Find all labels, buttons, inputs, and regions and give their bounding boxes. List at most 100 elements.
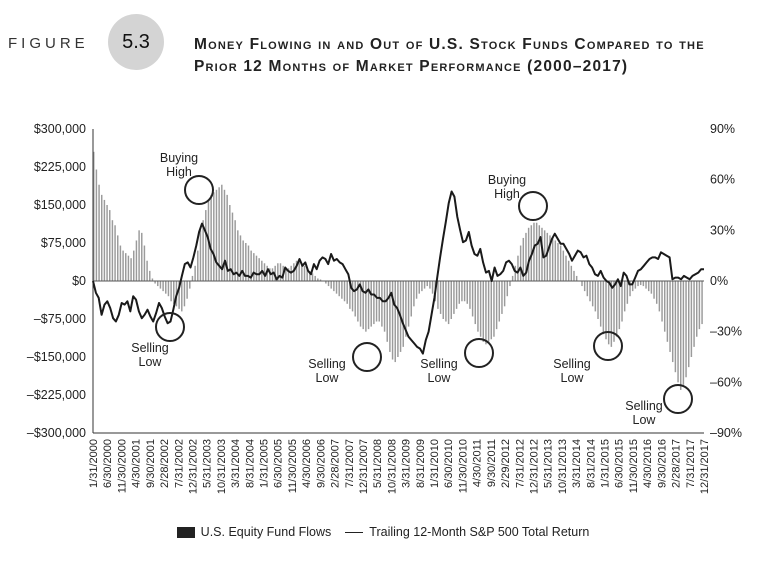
x-tick-label: 2/28/2002 xyxy=(159,439,171,488)
y-left-tick-label: $75,000 xyxy=(41,236,86,250)
chart: $300,000 $225,000 $150,000 $75,000 $0 –$75,00… xyxy=(27,122,742,494)
flow-bar xyxy=(343,281,346,302)
annotation-label: High xyxy=(166,165,192,179)
flow-bar xyxy=(639,281,642,286)
flow-bar xyxy=(357,281,359,322)
flow-bar xyxy=(341,281,343,299)
x-tick-label: 8/31/2004 xyxy=(244,439,256,488)
flow-bar xyxy=(221,184,223,281)
x-tick-label: 5/31/2003 xyxy=(202,439,214,488)
flow-bar xyxy=(239,235,242,281)
x-tick-label: 2/28/2007 xyxy=(330,439,342,488)
flow-bar xyxy=(234,220,236,281)
x-tick-label: 7/31/2012 xyxy=(514,439,526,488)
flow-bar xyxy=(493,281,495,337)
flow-bar xyxy=(247,245,250,281)
flow-bar xyxy=(154,281,156,284)
flow-bar xyxy=(445,281,447,322)
annotation-circle xyxy=(464,338,494,368)
flow-bar xyxy=(189,281,191,289)
flow-bar xyxy=(365,281,367,332)
y-left-tick-label: $150,000 xyxy=(34,198,86,212)
annotation-label: Selling xyxy=(131,341,169,355)
figure-label: FIGURE xyxy=(8,35,89,52)
annotation-label: Low xyxy=(139,355,163,369)
flow-bar xyxy=(685,281,687,378)
x-tick-label: 4/30/2011 xyxy=(472,439,484,487)
flow-bar xyxy=(229,205,231,281)
flow-bar xyxy=(301,263,303,281)
flow-bar xyxy=(197,250,199,281)
flow-bar xyxy=(498,281,501,322)
flow-bar xyxy=(130,258,132,281)
annotation-circle xyxy=(352,342,382,372)
x-tick-label: 9/30/2016 xyxy=(656,439,668,488)
flow-bar xyxy=(274,265,276,281)
flow-bar xyxy=(210,194,212,281)
y-left-tick-label: $225,000 xyxy=(34,160,86,174)
flow-bar xyxy=(661,281,663,322)
x-tick-label: 4/30/2006 xyxy=(301,439,313,488)
x-tick-label: 9/30/2001 xyxy=(145,439,157,488)
flow-bar xyxy=(119,245,122,281)
flow-bar xyxy=(557,243,559,281)
flow-bar xyxy=(522,237,525,281)
x-tick-label: 11/30/2010 xyxy=(457,439,469,493)
flow-bar xyxy=(602,281,605,335)
flow-bar xyxy=(637,281,639,287)
x-tick-label: 4/30/2001 xyxy=(131,439,143,488)
legend: U.S. Equity Fund Flows Trailing 12-Month… xyxy=(0,525,766,539)
flow-bar xyxy=(103,199,106,281)
flow-bar xyxy=(146,260,148,281)
flow-bar xyxy=(562,250,565,281)
flow-bar xyxy=(397,281,399,357)
flow-bar xyxy=(495,281,498,330)
annotation-circle xyxy=(518,191,548,221)
flow-bar xyxy=(506,281,509,297)
flow-bar xyxy=(199,230,202,281)
flow-bar xyxy=(255,255,258,281)
y-left-tick-label: –$75,000 xyxy=(34,312,86,326)
flow-bar xyxy=(469,281,471,309)
flow-bar xyxy=(682,281,685,385)
flow-bar xyxy=(111,220,114,281)
flow-bar xyxy=(162,281,164,292)
flow-bar xyxy=(485,281,487,345)
flow-bar xyxy=(453,281,455,314)
annotation-label: Buying xyxy=(488,173,526,187)
flow-bar xyxy=(202,220,204,281)
flow-bar xyxy=(589,281,591,302)
flow-bar xyxy=(215,189,218,281)
flow-bar xyxy=(581,281,583,287)
annotation-circle xyxy=(184,175,214,205)
x-tick-label: 6/30/2005 xyxy=(273,439,285,488)
flow-bar xyxy=(626,281,629,304)
flow-bar xyxy=(421,281,423,292)
x-tick-label: 3/31/2009 xyxy=(401,439,413,488)
flow-bar xyxy=(167,281,170,297)
flow-bar xyxy=(317,278,319,281)
y-left-tick-label: –$300,000 xyxy=(27,426,86,440)
flow-bar xyxy=(389,281,391,352)
flow-bar xyxy=(607,281,610,345)
x-tick-label: 7/31/2007 xyxy=(344,439,356,488)
flow-bar xyxy=(482,281,485,342)
flow-bar xyxy=(362,281,364,330)
flow-bar xyxy=(471,281,474,317)
flow-bar xyxy=(354,281,356,317)
flow-bar xyxy=(183,281,186,307)
x-tick-label: 3/31/2004 xyxy=(230,439,242,488)
flow-bar xyxy=(335,281,338,294)
flow-bar xyxy=(311,273,314,281)
flow-bar xyxy=(575,275,578,281)
flow-bar xyxy=(394,281,396,363)
annotation-label: Low xyxy=(316,371,340,385)
flow-bar xyxy=(511,275,514,281)
flow-bar xyxy=(258,258,260,281)
flow-bar xyxy=(458,281,460,304)
x-tick-label: 11/30/2000 xyxy=(116,439,128,493)
flow-bar xyxy=(223,189,226,281)
flow-bar xyxy=(650,281,653,294)
annotation-label: Low xyxy=(633,413,657,427)
flow-bar xyxy=(634,281,637,289)
